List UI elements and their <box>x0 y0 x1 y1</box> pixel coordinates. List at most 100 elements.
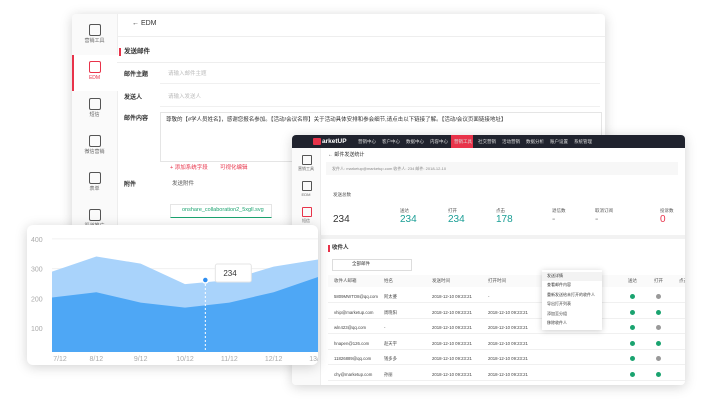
menu-item[interactable]: 添加至分组 <box>547 310 567 316</box>
table-header: 点击 <box>679 278 685 283</box>
section-gap <box>320 235 685 239</box>
info-box <box>326 162 678 175</box>
sidebar-label[interactable]: 短信 <box>89 112 100 118</box>
status-dot <box>656 309 661 315</box>
menu-item[interactable]: 查看邮件内容 <box>547 282 571 288</box>
stat-label: 送达 <box>400 208 409 213</box>
sidebar-label[interactable]: EDM <box>88 75 101 81</box>
menu-hover <box>542 272 602 281</box>
sidebar-icon <box>302 155 312 165</box>
stat-value: 234 <box>448 214 465 225</box>
row-line <box>328 333 685 334</box>
sidebar-label[interactable]: EDM <box>301 192 311 197</box>
attachment-check[interactable]: 发送附件 <box>172 181 195 187</box>
dashboard-window: arketUP 营销中心 客户中心 数据中心 内容中心 营销工具 社交营销 活动营销 数据分析账… <box>292 135 685 385</box>
table-cell: 孙丽 <box>384 371 393 377</box>
menu-item[interactable]: 导出打开列表 <box>547 301 571 307</box>
menu-item[interactable]: 重新发送给未打开的收件人 <box>547 291 595 297</box>
nav-item[interactable]: 内容中心 <box>430 138 448 144</box>
filter-text[interactable]: 全部邮件 <box>352 261 370 266</box>
add-field[interactable]: + 添加系统字段 <box>170 165 208 171</box>
nav-item[interactable]: 系统管理 <box>574 138 592 144</box>
sidebar-icon <box>89 61 101 73</box>
sidebar-icon <box>302 181 312 191</box>
input-placeholder[interactable]: 请输入邮件主题 <box>168 71 207 77</box>
table-cell: vhip@marketup.com <box>334 309 374 315</box>
y-tick-label: 400 <box>31 237 43 244</box>
nav-item[interactable]: 营销中心 <box>358 138 376 144</box>
table-cell: 2018-12-10 09:23:21 <box>488 371 528 377</box>
nav-item[interactable]: 账户设置 <box>550 138 568 144</box>
table-cell: 钱多多 <box>384 356 397 361</box>
stat-label: 取消订阅 <box>595 208 613 213</box>
table-cell: - <box>488 294 490 299</box>
sidebar-label[interactable]: 微信营销 <box>84 149 105 155</box>
input-placeholder[interactable]: 请输入发送人 <box>168 94 202 100</box>
table-cell: 11826889@qq.com <box>334 356 372 361</box>
nav-item[interactable]: 客户中心 <box>382 138 400 144</box>
table-header: 打开 <box>654 278 663 283</box>
table-cell: 2018-12-10 09:23:21 <box>488 325 528 330</box>
field-label: 邮件主题 <box>124 72 149 78</box>
top-bar <box>292 135 685 148</box>
content-text[interactable]: 尊敬的【#学人员姓名】，感谢您报名参加。【活动/会议名称】关于活动具体安排和参会… <box>166 117 507 123</box>
tooltip-point <box>201 276 210 284</box>
table-title: 收件人 <box>332 245 349 251</box>
table-cell: 2018-12-10 09:23:21 <box>432 356 472 361</box>
area-chart: 100 200 300 400 7/12 8/12 9/12 10/12 11/12 12/12 1… <box>31 237 318 363</box>
header-line <box>117 36 605 37</box>
table-header: 发送时间 <box>432 278 450 283</box>
stat-value: - <box>552 214 556 225</box>
nav-item[interactable]: 数据分析 <box>526 138 544 144</box>
area <box>52 277 318 352</box>
sidebar-icon <box>302 207 312 217</box>
nav-item[interactable]: 营销工具 <box>454 138 472 144</box>
sidebar <box>72 14 118 246</box>
breadcrumb[interactable]: ← 邮件发送统计 <box>328 152 365 158</box>
nav-item[interactable]: 社交营销 <box>478 138 496 144</box>
visual-edit[interactable]: 可视化编辑 <box>220 165 248 171</box>
attachment-label: 附件 <box>124 182 137 188</box>
y-tick-label: 100 <box>31 326 43 333</box>
table-cell: 2018-12-10 09:23:21 <box>488 309 528 315</box>
status-dot <box>656 294 661 299</box>
x-tick-label: 7/12 <box>53 356 67 363</box>
table-cell: chy@marketup.com <box>334 371 373 377</box>
sidebar-icon <box>89 135 101 147</box>
filter[interactable] <box>332 259 412 271</box>
row-line <box>328 379 685 381</box>
status-dot <box>656 325 661 330</box>
y-tick-label: 200 <box>31 296 43 303</box>
nav-item[interactable]: 数据中心 <box>406 138 424 144</box>
input[interactable] <box>160 67 600 84</box>
status-dot <box>630 309 635 315</box>
context-menu: 发送详情查看邮件内容重新发送给未打开的收件人 导出打开列表 添加至分组移除收件人 <box>542 270 602 330</box>
sidebar-label[interactable]: 短信 <box>302 218 310 223</box>
menu-item[interactable]: 移除收件人 <box>547 320 567 325</box>
table-cell: wln423@qq.com <box>334 325 367 330</box>
y-tick-label: 300 <box>31 267 43 274</box>
stat-value: 178 <box>496 214 513 225</box>
stat-value: 234 <box>333 214 350 225</box>
section-bar <box>119 48 121 56</box>
row-line <box>328 348 685 350</box>
chart-card: 100 200 300 400 7/12 8/12 9/12 10/12 11/12 12/12 1… <box>27 225 318 365</box>
table-header: 送达 <box>628 278 637 283</box>
tooltip <box>214 263 252 283</box>
x-tick-label: 11/12 <box>221 356 238 363</box>
logo: arketUP <box>322 137 347 145</box>
table-cell: 2018-12-10 09:23:21 <box>488 356 528 361</box>
row-line <box>328 317 685 319</box>
x-tick-label: 8/12 <box>90 356 104 363</box>
row-line <box>328 364 685 365</box>
sidebar-label[interactable]: 营销工具 <box>298 166 314 171</box>
input[interactable] <box>160 90 600 107</box>
nav-active <box>451 135 473 148</box>
menu-item[interactable]: 发送详情 <box>547 273 563 278</box>
nav-item[interactable]: 活动营销 <box>502 138 520 144</box>
sidebar-label[interactable]: 表单 <box>89 186 100 192</box>
sidebar-label[interactable]: 营销工具 <box>84 38 105 44</box>
